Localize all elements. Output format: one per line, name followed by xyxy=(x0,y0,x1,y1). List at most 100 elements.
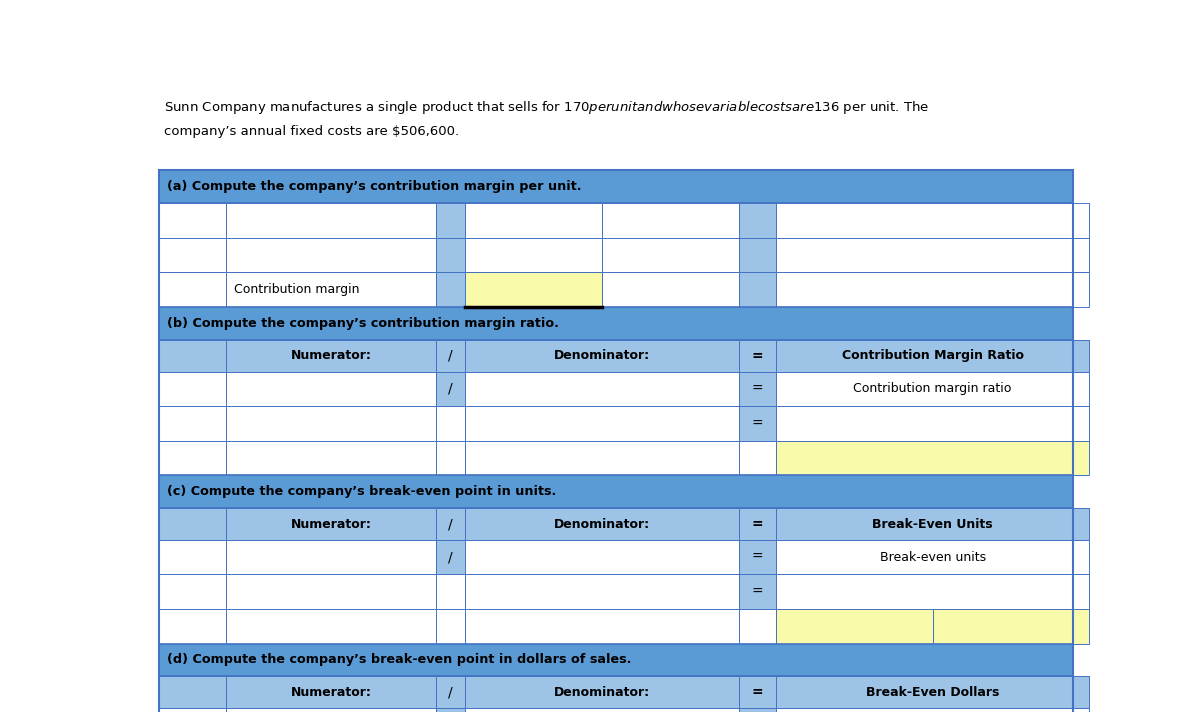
Text: Numerator:: Numerator: xyxy=(290,686,371,699)
FancyBboxPatch shape xyxy=(466,575,739,609)
FancyBboxPatch shape xyxy=(160,575,227,609)
Text: Denominator:: Denominator: xyxy=(554,686,650,699)
FancyBboxPatch shape xyxy=(466,204,602,238)
FancyBboxPatch shape xyxy=(227,273,436,307)
FancyBboxPatch shape xyxy=(932,609,1090,644)
FancyBboxPatch shape xyxy=(776,273,1090,307)
FancyBboxPatch shape xyxy=(776,508,1090,540)
Text: (d) Compute the company’s break-even point in dollars of sales.: (d) Compute the company’s break-even poi… xyxy=(167,654,631,666)
FancyBboxPatch shape xyxy=(160,540,227,575)
FancyBboxPatch shape xyxy=(602,204,739,238)
FancyBboxPatch shape xyxy=(739,406,776,441)
FancyBboxPatch shape xyxy=(739,575,776,609)
FancyBboxPatch shape xyxy=(776,204,1090,238)
FancyBboxPatch shape xyxy=(739,238,776,273)
FancyBboxPatch shape xyxy=(227,508,436,540)
Text: (b) Compute the company’s contribution margin ratio.: (b) Compute the company’s contribution m… xyxy=(167,317,559,330)
Text: /: / xyxy=(448,349,452,362)
FancyBboxPatch shape xyxy=(776,406,1090,441)
FancyBboxPatch shape xyxy=(776,575,1090,609)
FancyBboxPatch shape xyxy=(739,273,776,307)
Text: Contribution margin ratio: Contribution margin ratio xyxy=(853,382,1012,395)
Text: /: / xyxy=(448,550,452,564)
Text: =: = xyxy=(751,550,763,564)
FancyBboxPatch shape xyxy=(160,307,1073,340)
FancyBboxPatch shape xyxy=(739,204,776,238)
FancyBboxPatch shape xyxy=(466,508,739,540)
FancyBboxPatch shape xyxy=(739,340,776,372)
Text: /: / xyxy=(448,686,452,699)
FancyBboxPatch shape xyxy=(466,708,739,712)
FancyBboxPatch shape xyxy=(160,406,227,441)
Text: Denominator:: Denominator: xyxy=(554,518,650,530)
Text: Contribution margin: Contribution margin xyxy=(234,283,359,296)
FancyBboxPatch shape xyxy=(436,540,466,575)
FancyBboxPatch shape xyxy=(466,273,602,307)
FancyBboxPatch shape xyxy=(466,406,739,441)
FancyBboxPatch shape xyxy=(227,708,436,712)
FancyBboxPatch shape xyxy=(227,540,436,575)
FancyBboxPatch shape xyxy=(776,340,1090,372)
FancyBboxPatch shape xyxy=(227,609,436,644)
FancyBboxPatch shape xyxy=(739,609,776,644)
FancyBboxPatch shape xyxy=(227,406,436,441)
FancyBboxPatch shape xyxy=(436,676,466,708)
FancyBboxPatch shape xyxy=(436,441,466,475)
FancyBboxPatch shape xyxy=(436,204,466,238)
Text: =: = xyxy=(751,517,763,531)
Text: (c) Compute the company’s break-even point in units.: (c) Compute the company’s break-even poi… xyxy=(167,485,556,498)
Text: =: = xyxy=(751,686,763,699)
FancyBboxPatch shape xyxy=(160,204,227,238)
FancyBboxPatch shape xyxy=(602,238,739,273)
Text: Denominator:: Denominator: xyxy=(554,349,650,362)
FancyBboxPatch shape xyxy=(739,676,776,708)
FancyBboxPatch shape xyxy=(436,406,466,441)
FancyBboxPatch shape xyxy=(466,540,739,575)
FancyBboxPatch shape xyxy=(227,441,436,475)
FancyBboxPatch shape xyxy=(739,372,776,406)
FancyBboxPatch shape xyxy=(227,372,436,406)
FancyBboxPatch shape xyxy=(466,676,739,708)
FancyBboxPatch shape xyxy=(436,508,466,540)
FancyBboxPatch shape xyxy=(466,238,602,273)
FancyBboxPatch shape xyxy=(466,609,739,644)
FancyBboxPatch shape xyxy=(227,238,436,273)
FancyBboxPatch shape xyxy=(466,340,739,372)
FancyBboxPatch shape xyxy=(776,441,1090,475)
FancyBboxPatch shape xyxy=(776,238,1090,273)
FancyBboxPatch shape xyxy=(160,273,227,307)
Text: Sunn Company manufactures a single product that sells for $170 per unit and whos: Sunn Company manufactures a single produ… xyxy=(164,99,929,116)
FancyBboxPatch shape xyxy=(160,170,1073,204)
Text: =: = xyxy=(751,585,763,599)
Text: /: / xyxy=(448,382,452,396)
Text: Break-even units: Break-even units xyxy=(880,550,985,564)
FancyBboxPatch shape xyxy=(739,540,776,575)
Text: =: = xyxy=(751,382,763,396)
Text: Break-Even Units: Break-Even Units xyxy=(872,518,992,530)
FancyBboxPatch shape xyxy=(160,475,1073,508)
FancyBboxPatch shape xyxy=(739,441,776,475)
Text: (a) Compute the company’s contribution margin per unit.: (a) Compute the company’s contribution m… xyxy=(167,180,581,194)
Text: =: = xyxy=(751,417,763,431)
FancyBboxPatch shape xyxy=(160,508,227,540)
Text: =: = xyxy=(751,349,763,362)
FancyBboxPatch shape xyxy=(436,340,466,372)
FancyBboxPatch shape xyxy=(436,609,466,644)
FancyBboxPatch shape xyxy=(776,609,932,644)
FancyBboxPatch shape xyxy=(776,540,1090,575)
FancyBboxPatch shape xyxy=(160,609,227,644)
Text: Numerator:: Numerator: xyxy=(290,518,371,530)
FancyBboxPatch shape xyxy=(160,676,227,708)
FancyBboxPatch shape xyxy=(466,372,739,406)
FancyBboxPatch shape xyxy=(436,575,466,609)
FancyBboxPatch shape xyxy=(776,676,1090,708)
FancyBboxPatch shape xyxy=(776,708,1090,712)
FancyBboxPatch shape xyxy=(466,441,739,475)
FancyBboxPatch shape xyxy=(160,238,227,273)
FancyBboxPatch shape xyxy=(160,340,227,372)
Text: /: / xyxy=(448,517,452,531)
FancyBboxPatch shape xyxy=(227,340,436,372)
FancyBboxPatch shape xyxy=(160,644,1073,676)
FancyBboxPatch shape xyxy=(160,441,227,475)
FancyBboxPatch shape xyxy=(227,204,436,238)
